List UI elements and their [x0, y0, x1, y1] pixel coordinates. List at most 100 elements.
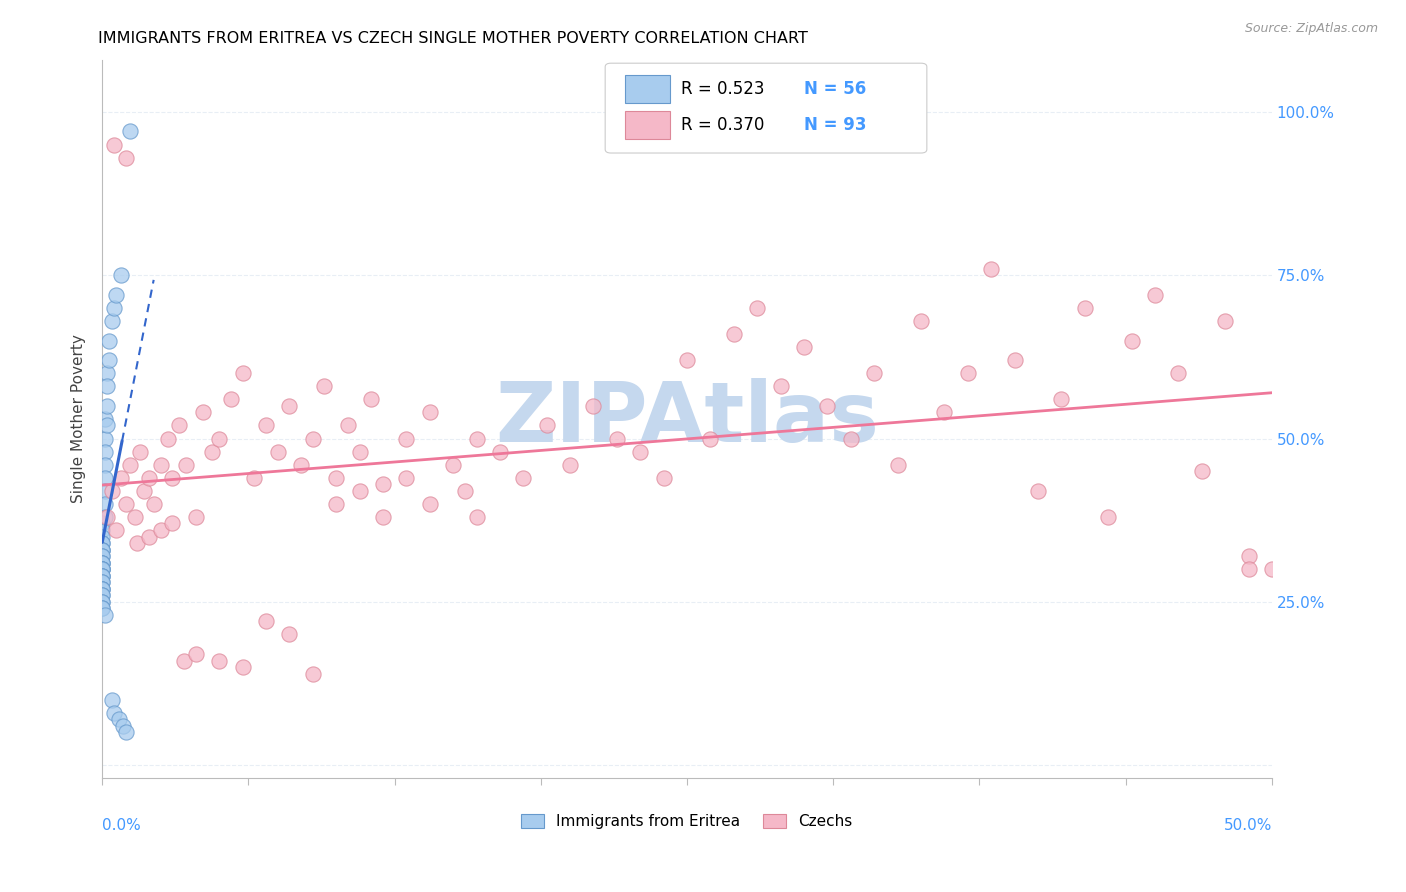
- Point: [134, 483, 156, 498]
- Point: [91, 582, 114, 596]
- Point: [91, 588, 114, 602]
- Point: [120, 124, 142, 138]
- Point: [980, 261, 1002, 276]
- Point: [91, 549, 114, 563]
- Point: [208, 432, 231, 446]
- Point: [93, 458, 115, 472]
- Point: [336, 418, 359, 433]
- Point: [91, 562, 114, 576]
- Point: [105, 523, 128, 537]
- Point: [173, 654, 195, 668]
- Text: R = 0.523: R = 0.523: [682, 80, 765, 98]
- Point: [91, 542, 114, 557]
- Point: [91, 516, 114, 531]
- Point: [93, 607, 115, 622]
- Point: [128, 444, 150, 458]
- Point: [91, 582, 114, 596]
- Point: [91, 595, 114, 609]
- Point: [582, 399, 605, 413]
- Point: [93, 432, 115, 446]
- Point: [91, 588, 114, 602]
- Point: [114, 725, 136, 739]
- Point: [91, 523, 114, 537]
- Point: [278, 399, 301, 413]
- Point: [839, 432, 862, 446]
- Point: [558, 458, 581, 472]
- Point: [176, 458, 198, 472]
- Point: [91, 568, 114, 582]
- Point: [606, 432, 628, 446]
- Point: [349, 444, 371, 458]
- Point: [723, 326, 745, 341]
- Point: [232, 660, 254, 674]
- Text: R = 0.370: R = 0.370: [682, 116, 765, 134]
- Point: [103, 301, 125, 315]
- Point: [127, 536, 149, 550]
- Point: [91, 556, 114, 570]
- Point: [93, 471, 115, 485]
- Text: ZIPAtlas: ZIPAtlas: [495, 378, 879, 459]
- Point: [1237, 549, 1260, 563]
- Point: [91, 542, 114, 557]
- Point: [769, 379, 792, 393]
- Point: [863, 366, 886, 380]
- Point: [465, 432, 488, 446]
- Point: [96, 509, 118, 524]
- Point: [219, 392, 242, 407]
- Point: [465, 509, 488, 524]
- Point: [747, 301, 769, 315]
- Point: [96, 399, 118, 413]
- Point: [395, 432, 418, 446]
- Point: [301, 432, 323, 446]
- Point: [314, 379, 336, 393]
- Point: [371, 509, 394, 524]
- FancyBboxPatch shape: [626, 112, 669, 138]
- Point: [266, 444, 288, 458]
- Point: [91, 542, 114, 557]
- Point: [254, 615, 277, 629]
- Point: [96, 366, 118, 380]
- Point: [124, 509, 146, 524]
- Point: [91, 595, 114, 609]
- Point: [1074, 301, 1097, 315]
- Point: [149, 523, 172, 537]
- Point: [652, 471, 675, 485]
- Point: [138, 529, 160, 543]
- Point: [419, 405, 441, 419]
- Point: [110, 268, 132, 283]
- Point: [93, 509, 115, 524]
- Point: [91, 562, 114, 576]
- FancyBboxPatch shape: [626, 76, 669, 103]
- Point: [91, 529, 114, 543]
- Point: [371, 477, 394, 491]
- Point: [98, 353, 121, 368]
- Point: [98, 334, 121, 348]
- Point: [91, 556, 114, 570]
- Point: [91, 601, 114, 615]
- Point: [93, 497, 115, 511]
- Point: [96, 379, 118, 393]
- Legend: Immigrants from Eritrea, Czechs: Immigrants from Eritrea, Czechs: [515, 808, 859, 835]
- Point: [419, 497, 441, 511]
- Point: [105, 287, 128, 301]
- Point: [489, 444, 512, 458]
- Point: [441, 458, 464, 472]
- Point: [103, 706, 125, 720]
- Point: [107, 713, 129, 727]
- Point: [142, 497, 165, 511]
- Point: [536, 418, 558, 433]
- Point: [349, 483, 371, 498]
- Point: [91, 575, 114, 590]
- Point: [325, 497, 347, 511]
- Point: [395, 471, 418, 485]
- Point: [1191, 464, 1213, 478]
- Point: [290, 458, 312, 472]
- Point: [184, 509, 207, 524]
- Point: [956, 366, 979, 380]
- Point: [138, 471, 160, 485]
- Point: [301, 666, 323, 681]
- Point: [100, 314, 122, 328]
- Point: [325, 471, 347, 485]
- Point: [360, 392, 382, 407]
- Point: [91, 556, 114, 570]
